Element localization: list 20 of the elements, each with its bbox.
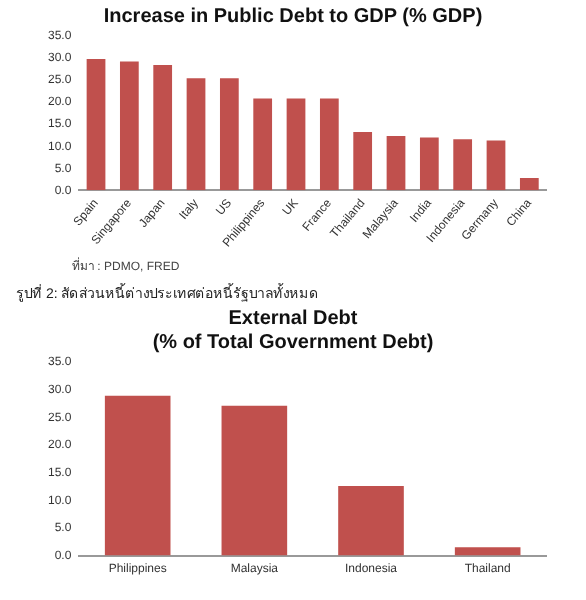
bar (153, 65, 173, 191)
bar (519, 177, 539, 191)
bar (253, 98, 273, 191)
bar (186, 78, 206, 191)
bar (221, 405, 288, 556)
bar (386, 136, 406, 191)
bar (104, 395, 171, 556)
bar (286, 98, 306, 191)
bar (454, 547, 521, 556)
bar (119, 61, 139, 191)
bar (86, 58, 106, 191)
bar (453, 139, 473, 191)
chart-title: External Debt (% of Total Government Debt) (152, 307, 434, 354)
chart-title: Increase in Public Debt to GDP (% GDP) (103, 5, 483, 28)
bar (353, 132, 373, 191)
bar (338, 485, 404, 556)
bar (319, 98, 339, 191)
bar (219, 78, 239, 191)
bar (486, 140, 506, 191)
bar (419, 137, 439, 191)
